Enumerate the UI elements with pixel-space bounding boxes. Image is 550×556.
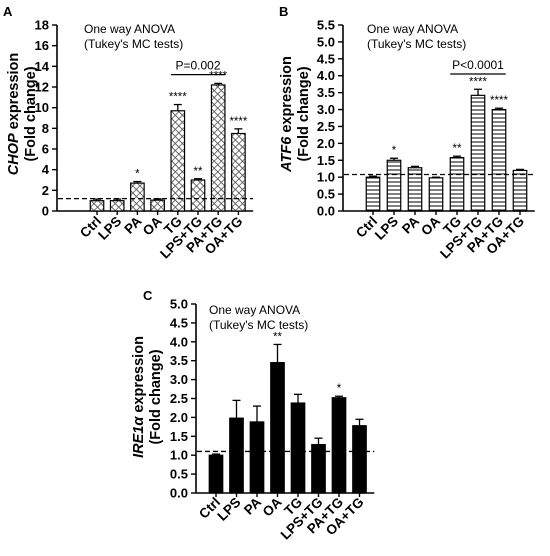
significance-label: **** [169,92,187,104]
y-tick-label: 1.0 [170,448,188,463]
y-axis-title-c-line2: (Fold change) [148,349,164,444]
bar-ctrl [365,176,381,212]
category-label: OA [418,213,443,238]
y-tick-label: 5.0 [317,34,335,49]
bar-lps [229,417,244,494]
bar-oa-tg [231,132,246,212]
bar-pa [249,421,265,494]
significance-label: **** [209,70,227,82]
y-tick-label: 0.0 [317,204,335,219]
significance-label: ** [194,166,203,178]
category-label: PA [241,494,264,517]
y-tick-label: 8 [42,121,49,136]
y-tick-label: 3.0 [170,372,188,387]
significance-label: **** [229,116,247,128]
y-axis-title-b-line2: (Fold change) [296,66,312,161]
bar-pa-tg [331,397,347,494]
y-tick-label: 12 [35,80,49,95]
y-tick-label: 2.5 [170,391,188,406]
y-tick-label: 18 [35,18,49,33]
y-tick-label: 5.0 [170,297,188,312]
significance-label: ** [453,143,462,155]
anova-label-line1: One way ANOVA [84,22,175,36]
y-tick-label: 0.5 [170,467,188,482]
panel-letter-a: A [3,4,13,19]
y-axis-title-b: ATF6 expression (Fold change) [279,56,312,173]
anova-label-line2: (Tukey's MC tests) [367,37,466,51]
significance-label: **** [490,95,508,107]
category-label: LPS [214,495,243,524]
y-tick-label: 0.0 [170,486,188,501]
bar-oa [428,177,444,212]
bar-oa [150,199,165,212]
bar-oa-tg [512,169,528,212]
bar-lps [109,200,125,212]
category-label: PA [121,213,144,236]
y-tick-label: 2.0 [317,136,335,151]
y-tick-label: 1.0 [317,170,335,185]
significance-label: * [392,145,397,157]
y-tick-label: 16 [35,38,49,53]
panel-b: B One way ANOVA (Tukey's MC tests) ATF6 … [279,4,535,262]
bar-lps [386,159,402,212]
y-tick-label: 3.5 [170,353,188,368]
bar-oa-tg [352,425,367,494]
y-tick-label: 2 [42,183,49,198]
y-axis-title-c: IRE1α expression (Fold change) [131,336,164,458]
y-tick-label: 2.5 [317,119,335,134]
y-tick-label: 4.5 [317,51,335,66]
panel-letter-c: C [143,288,153,303]
comparison-p-value: P<0.0001 [452,58,504,72]
y-axis-title-b-line1: ATF6 expression [279,56,295,173]
bar-pa-tg [210,84,226,212]
bar-lps-tg [470,94,486,212]
significance-label: **** [469,76,487,88]
category-label: PA [399,213,422,236]
anova-label-line1: One way ANOVA [209,303,300,317]
anova-label-line2: (Tukey's MC tests) [84,37,183,51]
panel-letter-b: B [279,4,288,19]
y-tick-label: 6 [42,142,49,157]
anova-label-line1: One way ANOVA [367,22,458,36]
bar-ctrl [89,200,105,212]
y-tick-label: 3.0 [317,102,335,117]
y-tick-label: 4.0 [170,334,188,349]
bar-lps-tg [190,179,206,212]
significance-label: * [135,169,140,181]
y-tick-label: 2.0 [170,410,188,425]
significance-label: * [337,383,342,395]
bar-oa [270,361,285,494]
comparison-p-value: P=0.002 [175,59,220,73]
category-label: LPS [372,214,401,243]
anova-label-line2: (Tukey's MC tests) [209,318,308,332]
y-axis-title-c-line1: IRE1α expression [131,336,147,458]
bar-pa-tg [491,108,507,212]
y-tick-label: 4.5 [170,315,188,330]
significance-label: ** [273,331,282,343]
bar-tg [290,402,306,494]
y-axis-title-a-line2: (Fold change) [23,66,39,161]
bar-tg [449,156,465,212]
bar-tg [170,110,186,212]
y-tick-label: 1.5 [170,429,188,444]
y-tick-label: 3.5 [317,85,335,100]
y-tick-label: 14 [35,59,50,74]
y-tick-label: 10 [35,100,49,115]
bar-ctrl [208,454,224,494]
y-tick-label: 1.5 [317,153,335,168]
category-label: LPS [95,214,124,243]
y-tick-label: 4.0 [317,68,335,83]
y-tick-label: 5.5 [317,18,335,33]
bar-pa [130,182,145,212]
y-tick-label: 0 [42,204,49,219]
y-tick-label: 0.5 [317,187,335,202]
y-tick-label: 4 [42,162,50,177]
y-axis-title-a-line1: CHOP expression [6,53,22,176]
panel-c: C One way ANOVA (Tukey's MC tests) IRE1α… [131,288,375,543]
y-axis-title-a: CHOP expression (Fold change) [6,53,39,176]
panel-a: A One way ANOVA (Tukey's MC tests) CHOP … [3,4,254,262]
